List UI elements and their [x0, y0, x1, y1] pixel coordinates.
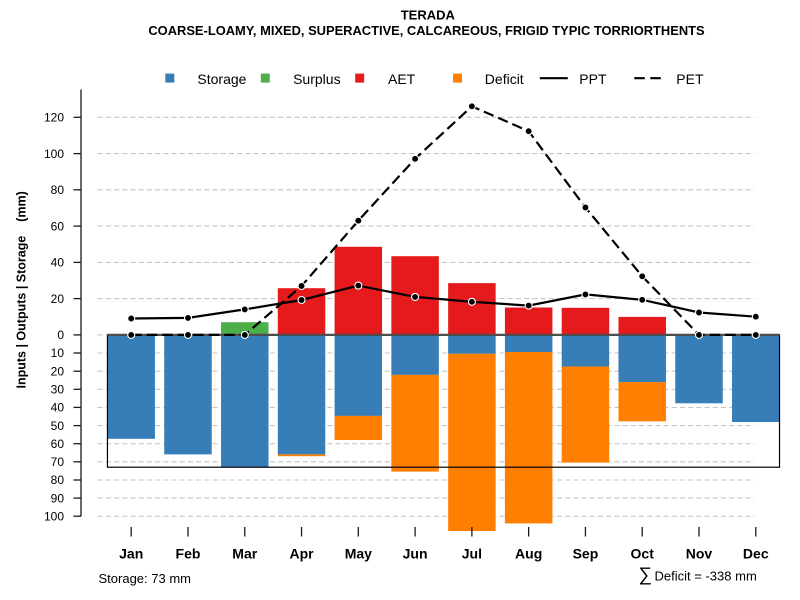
svg-text:Inputs | Outputs | Storage: Inputs | Outputs | Storage (mm) [14, 191, 28, 388]
svg-text:30: 30 [51, 383, 65, 397]
svg-text:AET: AET [388, 71, 416, 87]
svg-text:90: 90 [51, 491, 65, 505]
svg-text:Surplus: Surplus [293, 71, 340, 87]
svg-text:Apr: Apr [289, 546, 314, 562]
svg-text:Jan: Jan [119, 546, 143, 562]
svg-text:∑Deficit = -338 mm: ∑ Deficit = -338 mm [639, 565, 757, 586]
svg-text:Nov: Nov [686, 546, 713, 562]
svg-text:Mar: Mar [232, 546, 257, 562]
svg-text:20: 20 [51, 292, 65, 306]
svg-text:Sep: Sep [573, 546, 599, 562]
svg-text:100: 100 [44, 147, 64, 161]
svg-text:PPT: PPT [579, 71, 607, 87]
svg-text:40: 40 [51, 256, 65, 270]
svg-text:100: 100 [44, 509, 64, 523]
svg-text:PET: PET [676, 71, 704, 87]
svg-text:TERADA: TERADA [401, 8, 456, 23]
svg-text:Jun: Jun [403, 546, 428, 562]
svg-text:20: 20 [51, 364, 65, 378]
svg-text:May: May [345, 546, 372, 562]
svg-text:10: 10 [51, 346, 65, 360]
svg-text:50: 50 [51, 419, 65, 433]
svg-text:Dec: Dec [743, 546, 769, 562]
svg-text:Jul: Jul [462, 546, 482, 562]
svg-text:80: 80 [51, 183, 65, 197]
svg-text:40: 40 [51, 401, 65, 415]
svg-text:80: 80 [51, 473, 65, 487]
svg-text:Feb: Feb [176, 546, 201, 562]
svg-text:Storage: 73 mm: Storage: 73 mm [99, 571, 192, 586]
svg-text:60: 60 [51, 437, 65, 451]
svg-text:70: 70 [51, 455, 65, 469]
svg-text:Storage: Storage [197, 71, 246, 87]
svg-text:60: 60 [51, 219, 65, 233]
svg-text:Deficit: Deficit [485, 71, 524, 87]
svg-text:COARSE-LOAMY, MIXED, SUPERACTI: COARSE-LOAMY, MIXED, SUPERACTIVE, CALCAR… [148, 23, 705, 38]
svg-text:Aug: Aug [515, 546, 542, 562]
svg-text:0: 0 [57, 328, 64, 342]
svg-text:120: 120 [44, 111, 64, 125]
svg-text:Oct: Oct [631, 546, 655, 562]
